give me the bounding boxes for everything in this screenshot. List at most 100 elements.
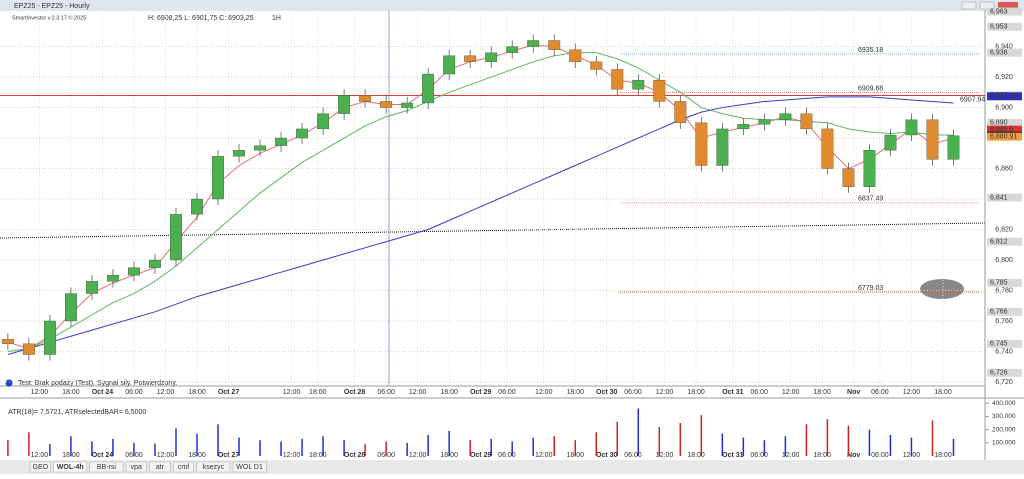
x-tick-label: 18:00 bbox=[309, 452, 327, 459]
x-tick-label: Oct 28 bbox=[344, 389, 366, 396]
candle-body bbox=[43, 320, 56, 355]
x-tick-label: 06:00 bbox=[498, 452, 516, 459]
moving-average bbox=[7, 44, 954, 349]
x-tick-label: 18:00 bbox=[934, 389, 952, 396]
candle-body bbox=[527, 40, 540, 47]
x-tick-label: 18:00 bbox=[934, 452, 952, 459]
x-tick-label: 12:00 bbox=[31, 389, 49, 396]
candle-body bbox=[842, 168, 855, 187]
candle-body bbox=[401, 102, 414, 108]
x-tick-label: 12:00 bbox=[782, 452, 800, 459]
price-label: 6,785 bbox=[990, 280, 1008, 287]
tab[interactable] bbox=[232, 461, 267, 473]
candle-body bbox=[464, 55, 477, 62]
tab-label[interactable]: vpa bbox=[131, 464, 142, 471]
x-tick-label: 12:00 bbox=[535, 452, 553, 459]
candle-body bbox=[569, 49, 582, 62]
tab-label[interactable]: WOL D1 bbox=[236, 464, 263, 471]
y-tick-label: 6,900 bbox=[995, 104, 1013, 111]
trend-line bbox=[0, 222, 986, 239]
x-tick-label: 06:00 bbox=[377, 389, 395, 396]
price-label: 6,812 bbox=[990, 239, 1008, 246]
interval: 1H bbox=[272, 15, 281, 22]
x-tick-label: Oct 24 bbox=[92, 452, 114, 459]
candle-body bbox=[422, 73, 435, 104]
x-tick-label: 18:00 bbox=[440, 389, 458, 396]
candle-body bbox=[1, 339, 14, 344]
moving-average bbox=[7, 52, 954, 352]
y-tick-label: 6,780 bbox=[995, 287, 1013, 294]
candle-body bbox=[22, 343, 35, 355]
price-label: 6,907.39 bbox=[990, 93, 1017, 100]
candle-body bbox=[884, 134, 897, 151]
tab-label[interactable]: BB-rsi bbox=[97, 464, 117, 471]
x-tick-label: 12:00 bbox=[157, 452, 175, 459]
y-tick-label: 6,940 bbox=[995, 43, 1013, 50]
y-tick-label: 400,000 bbox=[992, 400, 1016, 407]
x-tick-label: 06:00 bbox=[871, 452, 889, 459]
y-tick-label: 200,000 bbox=[992, 426, 1016, 433]
x-tick-label: Oct 31 bbox=[722, 389, 744, 396]
candle-body bbox=[716, 128, 729, 166]
tab-label[interactable]: WOL-4h bbox=[57, 464, 84, 471]
tab-label[interactable]: cmf bbox=[178, 464, 189, 471]
candle-body bbox=[485, 52, 498, 62]
y-tick-label: 6,820 bbox=[995, 226, 1013, 233]
minimize-button[interactable] bbox=[961, 1, 977, 10]
x-tick-label: 06:00 bbox=[750, 389, 768, 396]
candle-body bbox=[548, 40, 561, 50]
tab-label[interactable]: GEO bbox=[33, 464, 49, 471]
y-tick-label: 6,740 bbox=[995, 348, 1013, 355]
level-label: 6779.03 bbox=[858, 285, 883, 292]
y-tick-label: 6,920 bbox=[995, 74, 1013, 81]
x-tick-label: 12:00 bbox=[283, 389, 301, 396]
tab[interactable] bbox=[125, 461, 147, 473]
level-label: 6935.18 bbox=[858, 47, 883, 54]
close-button[interactable] bbox=[998, 2, 1018, 9]
price-label: 6,745 bbox=[990, 341, 1008, 348]
price-label: 6,890 bbox=[990, 120, 1008, 127]
candle-body bbox=[758, 119, 771, 125]
candle-body bbox=[338, 95, 351, 114]
candle-body bbox=[212, 156, 224, 200]
y-tick-label: 100,000 bbox=[992, 440, 1016, 447]
x-tick-label: 18:00 bbox=[309, 389, 327, 396]
candle-body bbox=[443, 55, 456, 75]
candle-body bbox=[128, 267, 140, 276]
x-tick-label: 18:00 bbox=[813, 389, 831, 396]
x-tick-label: 06:00 bbox=[750, 452, 768, 459]
candle-body bbox=[695, 122, 708, 166]
tab[interactable] bbox=[149, 461, 171, 473]
price-label-box bbox=[987, 7, 1022, 16]
ohlc-info: H: 6908,25 L: 6901,75 C: 6903,25 bbox=[148, 15, 254, 22]
candle-body bbox=[506, 46, 519, 53]
price-label-box bbox=[987, 22, 1022, 31]
candle-body bbox=[632, 79, 645, 90]
tab-label[interactable]: ksezyc bbox=[203, 464, 225, 471]
x-tick-label: Oct 28 bbox=[344, 452, 366, 459]
tab-label[interactable]: atr bbox=[156, 464, 165, 471]
x-tick-label: 12:00 bbox=[409, 389, 427, 396]
tab[interactable] bbox=[89, 461, 124, 473]
x-tick-label: 06:00 bbox=[498, 389, 516, 396]
level-label: 6837.49 bbox=[858, 196, 883, 203]
tab[interactable] bbox=[53, 461, 88, 473]
price-label: 6,766 bbox=[990, 309, 1008, 316]
window-title: EPZ25 - EPZ25 - Hourly bbox=[14, 3, 90, 10]
price-label-box bbox=[987, 92, 1022, 101]
price-label: 6,963 bbox=[990, 8, 1008, 15]
x-tick-label: Oct 29 bbox=[470, 452, 492, 459]
candle-body bbox=[863, 150, 876, 187]
info-icon bbox=[5, 379, 13, 387]
tab[interactable] bbox=[29, 461, 51, 473]
tab[interactable] bbox=[172, 461, 195, 473]
x-tick-label: 12:00 bbox=[782, 389, 800, 396]
candle-body bbox=[380, 101, 393, 108]
y-tick-label: 6,860 bbox=[995, 165, 1013, 172]
x-tick-label: Nov bbox=[847, 389, 860, 396]
x-tick-label: 18:00 bbox=[687, 389, 705, 396]
x-tick-label: 12:00 bbox=[656, 452, 674, 459]
candle-body bbox=[359, 95, 372, 102]
tab[interactable] bbox=[196, 461, 231, 473]
